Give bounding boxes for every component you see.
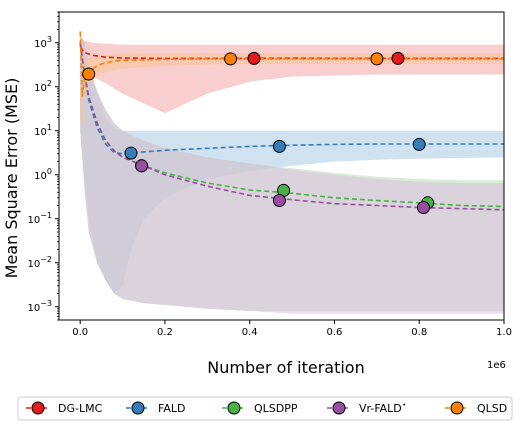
y-axis-label: Mean Square Error (MSE) [2,78,21,279]
y-tick-label-−3: 10−3 [27,299,52,314]
x-tick-label-1.0: 1.0 [496,327,512,338]
vr-fald-band [80,35,504,314]
legend-marker-qlsd [450,401,464,415]
x-tick-label-0.4: 0.4 [242,327,258,338]
legend-label-vr-fald: Vr-FALD⋆ [359,400,407,415]
qlsd-marker-1 [82,67,96,81]
vr-fald-marker-2 [272,194,286,207]
y-tick-label-2: 102 [34,79,52,94]
legend-label-qlsd: QLSD [477,402,507,415]
fald-marker-1 [124,146,138,160]
y-tick-label-−1: 10−1 [27,211,52,226]
x-axis-label: Number of iteration [207,358,364,377]
legend-marker-dg-lmc [31,401,45,415]
vr-fald-line [79,42,505,211]
x-offset-text: 1e6 [487,360,506,371]
vr-fald-marker-1 [135,159,149,173]
qlsd-marker-3 [370,52,384,66]
qlsd-marker-2 [224,52,238,66]
vr-fald-marker-3 [417,201,430,214]
legend-marker-vr-fald [332,401,346,415]
legend-label-dg-lmc: DG-LMC [58,402,103,415]
lines-layer [79,31,505,211]
x-tick-label-0.6: 0.6 [327,327,343,338]
legend-marker-fald [131,401,145,415]
x-tick-label-0.0: 0.0 [72,327,88,338]
y-axis: 10−3 10−2 10−1 100 101 102 103 [27,11,59,321]
fald-band [80,35,504,294]
x-tick-label-0.2: 0.2 [157,327,173,338]
x-tick-label-0.8: 0.8 [411,327,427,338]
x-axis: 0.0 0.2 0.4 0.6 0.8 1.0 [72,320,512,338]
legend-marker-qlsdpp [227,401,241,415]
y-tick-label-3: 103 [34,35,52,50]
legend: DG-LMC FALD QLSDPP Vr-FALD⋆ QLSD [17,396,513,421]
y-tick-label-0: 100 [34,167,52,182]
qlsd-line [79,31,504,97]
y-tick-label-−2: 10−2 [27,255,52,270]
fald-marker-2 [272,139,286,153]
markers-layer [82,51,435,214]
fald-marker-3 [412,137,426,151]
y-tick-label-1: 101 [34,123,52,138]
dg-lmc-band [80,35,504,118]
dg-lmc-line [79,46,504,60]
plot-frame [58,11,505,321]
legend-label-qlsdpp: QLSDPP [254,402,298,415]
legend-label-fald: FALD [158,402,185,415]
fald-line [79,42,504,155]
dg-lmc-marker-1 [247,51,261,65]
dg-lmc-marker-2 [391,51,405,65]
